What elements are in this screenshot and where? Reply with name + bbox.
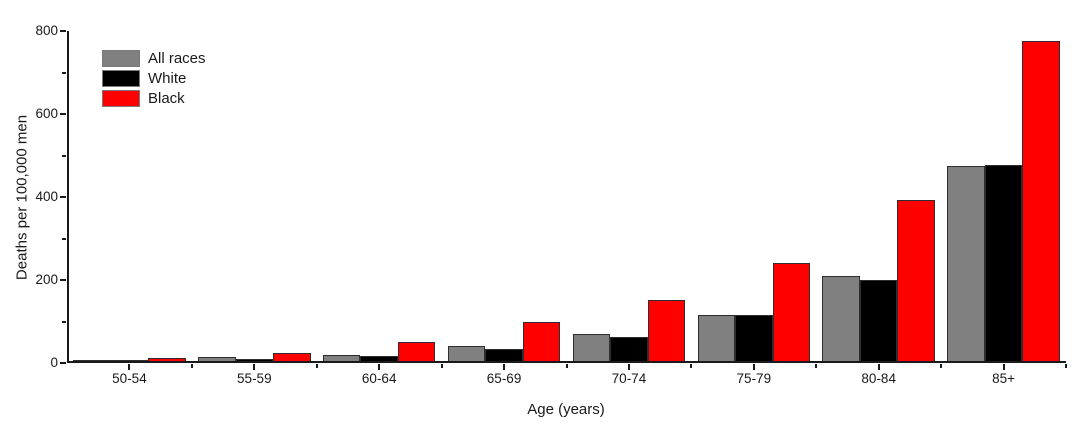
x-minor-tick xyxy=(315,364,318,368)
legend-item: White xyxy=(102,70,206,87)
y-minor-tick xyxy=(62,320,66,323)
bar-white xyxy=(610,337,648,361)
x-tick-label: 60-64 xyxy=(361,371,397,386)
x-major-tick xyxy=(752,364,755,370)
y-major-tick xyxy=(60,362,66,364)
bar-black xyxy=(273,353,311,361)
bar-all-races xyxy=(697,315,736,361)
y-tick-label: 600 xyxy=(35,106,58,121)
bar-all-races xyxy=(822,276,860,361)
y-tick-label: 800 xyxy=(35,23,58,38)
bar-black xyxy=(897,200,935,361)
x-tick-label: 50-54 xyxy=(112,371,147,386)
x-minor-tick xyxy=(690,364,693,368)
bar-black xyxy=(772,263,811,361)
y-minor-tick xyxy=(62,154,66,157)
plot-area xyxy=(67,31,1066,363)
legend: All races White Black xyxy=(102,50,206,110)
bar-all-races xyxy=(947,166,985,361)
bar-black xyxy=(647,300,686,361)
y-minor-tick xyxy=(62,71,66,74)
x-tick-label: 75-79 xyxy=(736,371,772,386)
legend-item: All races xyxy=(102,50,206,67)
x-tick-label: 70-74 xyxy=(611,371,647,386)
legend-swatch-black xyxy=(102,90,140,107)
y-tick-label: 0 xyxy=(50,355,58,370)
bar-white xyxy=(984,165,1023,361)
x-major-tick xyxy=(503,364,506,370)
bar-black xyxy=(148,358,186,361)
x-major-tick xyxy=(378,364,381,370)
bar-white xyxy=(735,315,773,361)
x-minor-tick xyxy=(1065,364,1067,368)
bar-all-races xyxy=(198,357,236,361)
bar-black xyxy=(1022,41,1060,361)
bar-white xyxy=(485,349,523,361)
bar-all-races xyxy=(322,355,361,361)
legend-label: White xyxy=(148,70,187,87)
x-major-tick xyxy=(128,364,131,370)
bar-black xyxy=(522,322,561,361)
bar-white xyxy=(859,280,898,361)
x-major-tick xyxy=(253,364,256,370)
x-major-tick xyxy=(627,364,630,370)
x-minor-tick xyxy=(440,364,443,368)
bar-white xyxy=(110,360,149,361)
x-minor-tick xyxy=(815,364,818,368)
y-major-tick xyxy=(60,196,66,198)
legend-label: Black xyxy=(148,90,185,107)
y-tick-label: 400 xyxy=(35,189,58,204)
x-tick-label: 65-69 xyxy=(486,371,522,386)
y-tick-label: 200 xyxy=(35,272,58,287)
x-major-tick xyxy=(1002,364,1005,370)
x-minor-tick xyxy=(565,364,568,368)
legend-label: All races xyxy=(148,50,206,67)
bar-all-races xyxy=(73,360,111,361)
x-axis-title: Age (years) xyxy=(527,401,605,418)
legend-swatch-white xyxy=(102,70,140,87)
bar-white xyxy=(235,359,274,361)
y-major-tick xyxy=(60,279,66,281)
x-tick-label: 80-84 xyxy=(861,371,896,386)
x-tick-label: 85+ xyxy=(992,371,1016,386)
legend-item: Black xyxy=(102,90,206,107)
bar-all-races xyxy=(447,346,486,361)
y-major-tick xyxy=(60,113,66,115)
x-major-tick xyxy=(877,364,880,370)
x-minor-tick xyxy=(190,364,193,368)
x-tick-label: 55-59 xyxy=(237,371,272,386)
x-minor-tick xyxy=(940,364,943,368)
y-minor-tick xyxy=(62,237,66,240)
legend-swatch-all-races xyxy=(102,50,140,67)
bar-black xyxy=(397,342,436,361)
bar-all-races xyxy=(572,334,611,361)
y-major-tick xyxy=(60,30,66,32)
bar-white xyxy=(360,356,398,361)
